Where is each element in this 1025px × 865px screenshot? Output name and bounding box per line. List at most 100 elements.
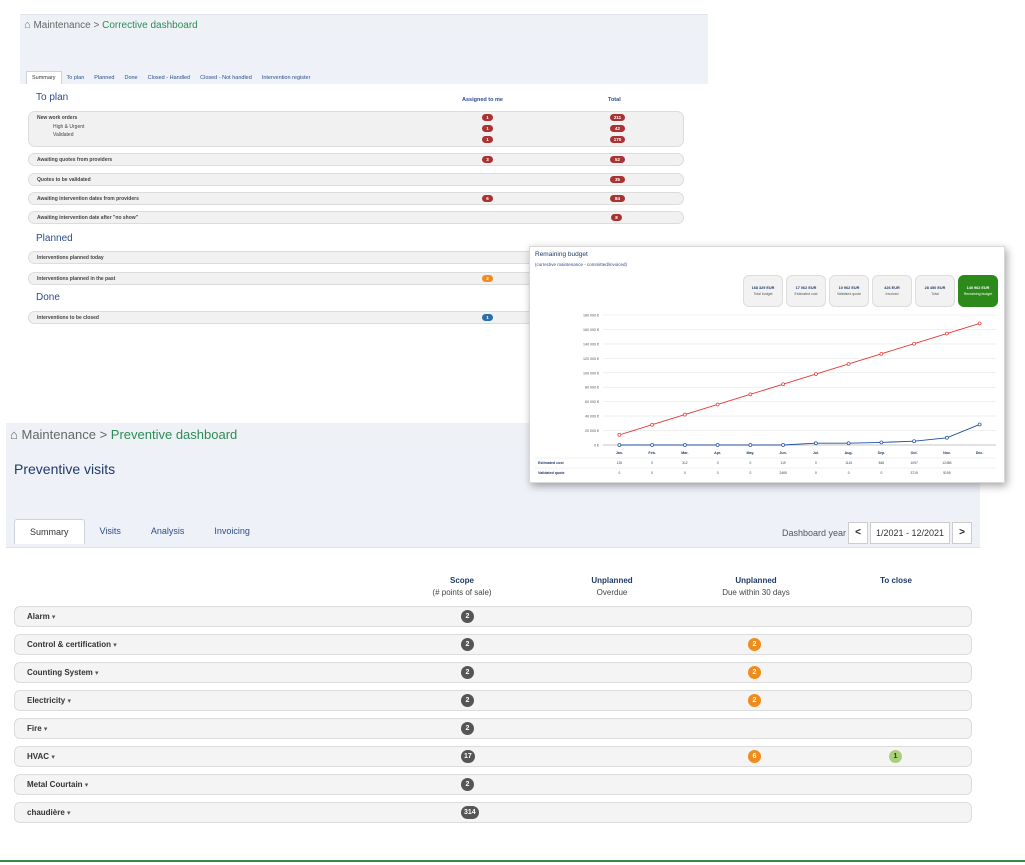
table-cell: 12486 xyxy=(942,461,951,465)
tab-planned[interactable]: Planned xyxy=(94,75,115,81)
tab-to-plan[interactable]: To plan xyxy=(66,75,85,81)
chevron-down-icon[interactable]: ▾ xyxy=(67,810,71,817)
previous-year-button[interactable]: < xyxy=(848,522,868,544)
data-point xyxy=(781,382,785,387)
kpi-label: Total xyxy=(931,292,939,296)
count-badge[interactable]: 211 xyxy=(610,114,625,121)
chevron-down-icon[interactable]: ▾ xyxy=(51,614,56,621)
x-tick-label: Mar. xyxy=(681,451,688,455)
table-row[interactable]: Electricity ▾ xyxy=(14,690,972,711)
row-awaiting-quotes[interactable]: Awaiting quotes from providers xyxy=(28,153,684,166)
x-tick-label: Feb. xyxy=(648,451,655,455)
home-icon[interactable]: ⌂ xyxy=(10,427,18,442)
count-badge[interactable]: 2 xyxy=(461,722,474,735)
row-planned-today[interactable]: Interventions planned today xyxy=(28,251,684,264)
column-title: To close xyxy=(880,576,912,585)
series-line xyxy=(619,424,980,446)
count-badge[interactable]: 1 xyxy=(482,314,493,321)
kpi-value: 426 EUR xyxy=(884,286,900,290)
chevron-down-icon[interactable]: ▾ xyxy=(95,670,99,677)
kpi-value: 10 962 EUR xyxy=(838,286,860,290)
tab-closed-not-handled[interactable]: Closed - Not handled xyxy=(200,75,252,81)
table-row[interactable]: Counting System ▾ xyxy=(14,662,972,683)
y-tick-label: 160 000 € xyxy=(583,328,599,332)
table-row[interactable]: Control & certification ▾ xyxy=(14,634,972,655)
count-badge[interactable]: 6 xyxy=(748,750,761,763)
tab-closed-handled[interactable]: Closed - Handled xyxy=(147,75,191,81)
tab-summary[interactable]: Summary xyxy=(14,519,85,544)
next-year-button[interactable]: > xyxy=(952,522,972,544)
row-label-validated: Validated xyxy=(53,132,74,138)
data-point xyxy=(814,441,818,446)
tab-analysis[interactable]: Analysis xyxy=(150,526,185,536)
count-badge[interactable]: 2 xyxy=(461,666,474,679)
row-label: Metal Courtain xyxy=(27,780,83,789)
footer-divider xyxy=(0,860,1025,862)
column-title: Unplanned xyxy=(591,576,633,585)
column-subtitle: Due within 30 days xyxy=(722,588,790,597)
breadcrumb-root[interactable]: Maintenance xyxy=(21,427,96,442)
chevron-down-icon[interactable]: ▾ xyxy=(84,782,89,789)
count-badge[interactable]: 17 xyxy=(461,750,475,763)
count-badge[interactable]: 2 xyxy=(748,694,761,707)
table-row[interactable]: HVAC ▾ xyxy=(14,746,972,767)
data-point xyxy=(912,341,916,346)
count-badge[interactable]: 1 xyxy=(482,125,493,132)
chevron-down-icon[interactable]: ▾ xyxy=(51,754,55,761)
kpi-tile: 28 450 EUR Total xyxy=(915,275,955,307)
table-cell: 0 xyxy=(815,461,817,465)
breadcrumb-root[interactable]: Maintenance xyxy=(33,20,91,31)
column-assigned-to-me: Assigned to me xyxy=(462,97,503,103)
count-badge[interactable]: 1 xyxy=(482,136,493,143)
chevron-down-icon[interactable]: ▾ xyxy=(67,698,71,705)
tab-intervention-register[interactable]: Intervention register xyxy=(261,75,311,81)
count-badge[interactable]: 170 xyxy=(610,136,625,143)
chevron-down-icon[interactable]: ▾ xyxy=(43,726,48,733)
count-badge[interactable]: 2 xyxy=(461,638,474,651)
table-cell: 0 xyxy=(651,461,653,465)
row-new-work-orders[interactable]: New work orders High & Urgent Validated xyxy=(28,111,684,147)
dashboard-year-label: Dashboard year xyxy=(782,528,847,538)
count-badge[interactable]: 314 xyxy=(461,806,479,819)
count-badge[interactable]: 3 xyxy=(482,156,493,163)
count-badge[interactable]: 52 xyxy=(610,156,625,163)
column-to-close: To close xyxy=(846,575,946,587)
count-badge[interactable]: 2 xyxy=(748,638,761,651)
table-row[interactable]: Fire ▾ xyxy=(14,718,972,739)
chevron-down-icon[interactable]: ▾ xyxy=(113,642,117,649)
count-badge[interactable]: 2 xyxy=(461,610,474,623)
count-badge[interactable]: 35 xyxy=(610,176,625,183)
x-tick-label: Jul. xyxy=(813,451,819,455)
tab-invoicing[interactable]: Invoicing xyxy=(214,526,250,536)
data-point xyxy=(617,433,622,437)
count-badge[interactable]: 2 xyxy=(461,694,474,707)
tab-visits[interactable]: Visits xyxy=(99,526,121,536)
count-badge[interactable]: 84 xyxy=(610,195,625,202)
row-awaiting-no-show[interactable]: Awaiting intervention date after "no sho… xyxy=(28,211,684,224)
preventive-dashboard-panel: ⌂ Maintenance > Preventive dashboard Pre… xyxy=(6,423,980,865)
home-icon[interactable]: ⌂ xyxy=(24,19,31,31)
row-awaiting-intervention-dates[interactable]: Awaiting intervention dates from provide… xyxy=(28,192,684,205)
tab-done[interactable]: Done xyxy=(124,75,138,81)
count-badge[interactable]: 2 xyxy=(748,666,761,679)
row-label: HVAC xyxy=(27,752,50,761)
table-cell: 119 xyxy=(780,461,785,465)
table-cell: 0 xyxy=(848,471,850,475)
count-badge[interactable]: 6 xyxy=(482,195,493,202)
count-badge[interactable]: 42 xyxy=(610,125,625,132)
count-badge[interactable]: 1 xyxy=(889,750,902,763)
count-badge[interactable]: 8 xyxy=(611,214,622,221)
count-badge[interactable]: 1 xyxy=(482,114,493,121)
table-row[interactable]: Metal Courtain ▾ xyxy=(14,774,972,795)
count-badge[interactable]: 2 xyxy=(461,778,474,791)
table-row[interactable]: Alarm ▾ xyxy=(14,606,972,627)
x-tick-label: Jan. xyxy=(616,451,623,455)
count-badge[interactable]: 2 xyxy=(482,275,493,282)
row-quotes-to-validate[interactable]: Quotes to be validated xyxy=(28,173,684,186)
tab-summary[interactable]: Summary xyxy=(26,71,62,84)
series-line xyxy=(619,322,980,436)
table-cell: 0 xyxy=(651,471,653,475)
remaining-budget-card: Remaining budget (corrective maintenance… xyxy=(529,246,1005,483)
corrective-dashboard-panel: ⌂ Maintenance > Corrective dashboard Sum… xyxy=(20,0,708,420)
table-row[interactable]: chaudière ▾ xyxy=(14,802,972,823)
